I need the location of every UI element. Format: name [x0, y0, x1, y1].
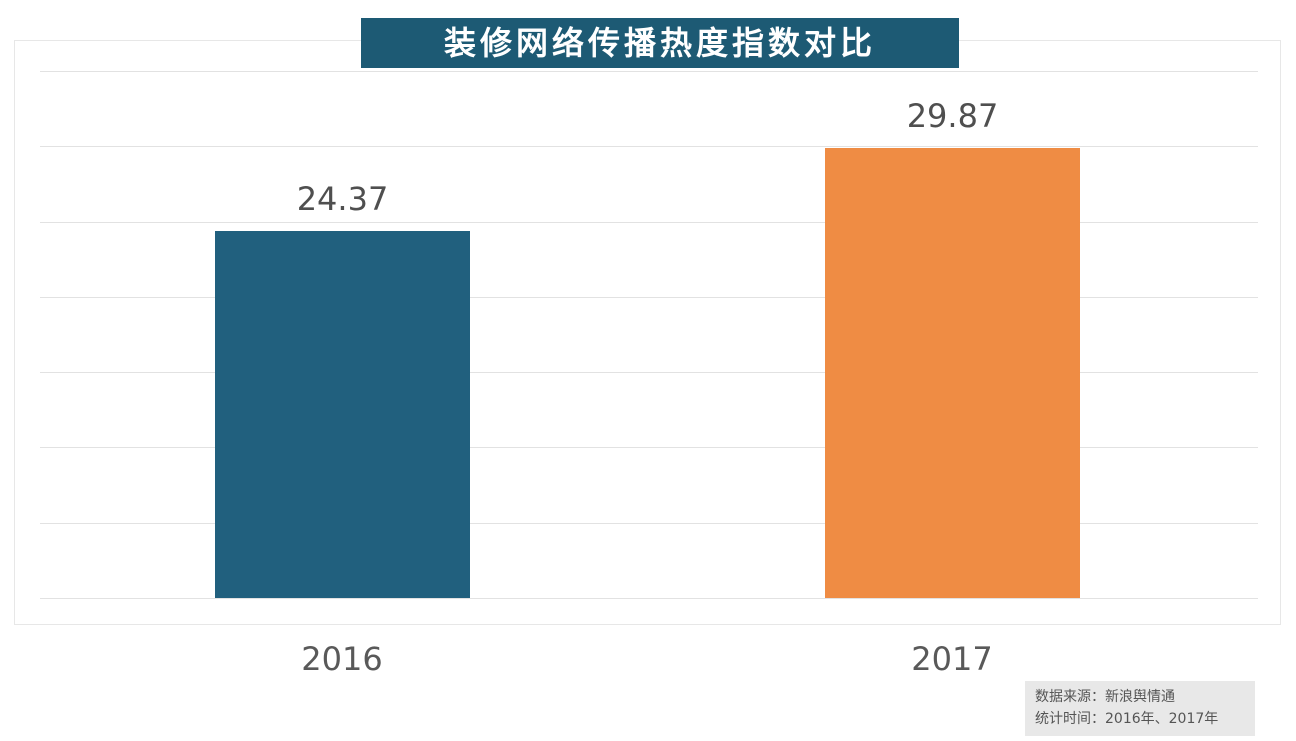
gridline — [40, 598, 1258, 599]
value-label-2017: 29.87 — [906, 97, 999, 136]
gridline — [40, 296, 1258, 298]
gridline — [40, 71, 1258, 72]
bar-2016 — [215, 231, 470, 598]
source-line-period: 统计时间：2016年、2017年 — [1035, 710, 1219, 727]
source-box: 数据来源：新浪舆情通 统计时间：2016年、2017年 — [1025, 681, 1255, 737]
gridline — [40, 221, 1258, 223]
x-axis-label-2016: 2016 — [301, 640, 383, 678]
x-axis-label-2017: 2017 — [911, 640, 993, 678]
gridline — [40, 372, 1258, 374]
chart-title: 装修网络传播热度指数对比 — [361, 18, 959, 68]
plot-area: 24.37 29.87 — [40, 71, 1258, 599]
value-label-2016: 24.37 — [296, 180, 389, 219]
bar-2017 — [825, 148, 1080, 598]
bar-group-2017: 29.87 — [825, 100, 1080, 598]
gridline — [40, 447, 1258, 449]
source-line-datasource: 数据来源：新浪舆情通 — [1035, 689, 1175, 705]
gridline — [40, 146, 1258, 148]
gridline — [40, 522, 1258, 524]
bar-group-2016: 24.37 — [215, 183, 470, 598]
